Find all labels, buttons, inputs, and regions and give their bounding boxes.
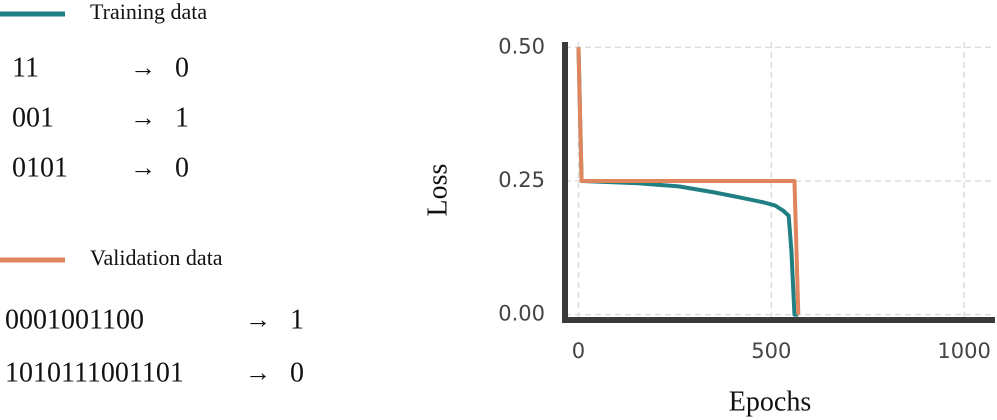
- series-line: [576, 47, 799, 317]
- series-line: [576, 47, 801, 315]
- example-output: 0: [290, 357, 304, 388]
- x-axis-label: Epochs: [729, 386, 811, 417]
- x-tick-label: 500: [751, 339, 791, 363]
- y-tick-label: 0.25: [498, 168, 545, 192]
- y-axis-label: Loss: [422, 164, 453, 217]
- legend-label: Validation data: [90, 245, 223, 270]
- example-output: 1: [290, 304, 304, 335]
- example-arrow: →: [130, 153, 156, 182]
- example-output: 1: [175, 102, 189, 133]
- example-output: 0: [175, 152, 189, 183]
- x-tick-label: 1000: [937, 339, 990, 363]
- y-tick-label: 0.00: [498, 302, 545, 326]
- example-input: 11: [12, 52, 39, 83]
- example-input: 0101: [12, 152, 68, 183]
- legend-label: Training data: [90, 0, 207, 24]
- example-arrow: →: [245, 358, 271, 387]
- example-arrow: →: [130, 103, 156, 132]
- example-output: 0: [175, 52, 189, 83]
- y-tick-label: 0.50: [498, 34, 545, 58]
- example-input: 1010111001101: [5, 357, 184, 388]
- x-tick-label: 0: [572, 339, 585, 363]
- example-arrow: →: [130, 53, 156, 82]
- example-input: 001: [12, 102, 54, 133]
- example-input: 0001001100: [5, 304, 144, 335]
- example-arrow: →: [245, 305, 271, 334]
